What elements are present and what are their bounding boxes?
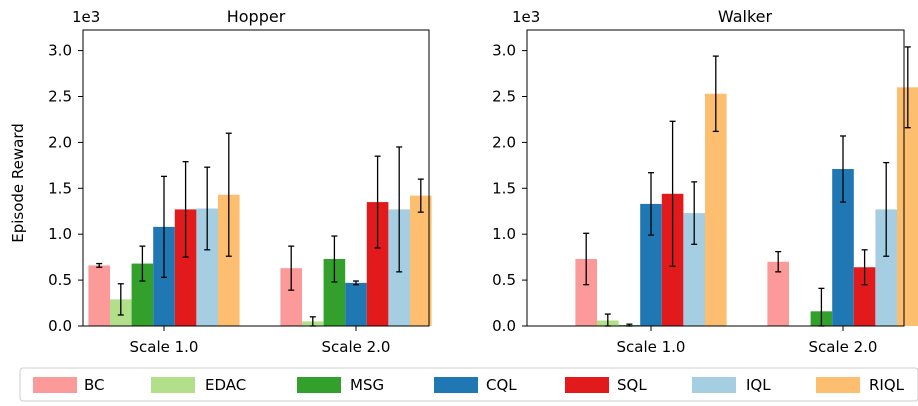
walker-error-bar-bc-0 <box>583 232 590 286</box>
walker-y-tick-label: 1.0 <box>492 225 516 243</box>
hopper-error-bar-sql-1 <box>374 155 381 249</box>
walker-error-bar-bc-1 <box>775 250 782 273</box>
hopper-bar-msg-0 <box>131 263 154 326</box>
hopper-panel: Hopper 1e3 Episode Reward Scale 1.0 Scal… <box>9 7 432 356</box>
hopper-y-tick-label: 1.0 <box>48 225 72 243</box>
legend-swatch-msg <box>297 377 341 393</box>
hopper-error-bar-msg-1 <box>331 235 338 283</box>
walker-error-bar-riql-0 <box>712 55 719 133</box>
hopper-error-bar-iql-0 <box>204 166 211 251</box>
legend-swatch-sql <box>565 377 609 393</box>
hopper-error-bar-bc-0 <box>96 262 103 268</box>
walker-y-tick-label: 3.0 <box>492 42 516 60</box>
legend-swatch-cql <box>434 377 478 393</box>
hopper-plot-frame <box>82 29 430 327</box>
walker-title: Walker <box>718 7 773 26</box>
walker-y-tick-label: 2.5 <box>492 88 516 106</box>
legend-label-sql: SQL <box>617 376 647 394</box>
walker-bar-riql-0 <box>705 93 727 326</box>
walker-bar-bc-0 <box>575 258 597 326</box>
hopper-error-bar-bc-1 <box>288 245 295 291</box>
legend-label-riql: RIQL <box>869 376 905 394</box>
legend-swatch-iql <box>692 377 736 393</box>
hopper-bar-sql-0 <box>174 209 197 326</box>
hopper-error-bar-cql-1 <box>353 280 359 286</box>
hopper-y-ticks: 0.0 0.5 1.0 1.5 2.0 2.5 3.0 <box>48 42 83 335</box>
hopper-error-bar-sql-0 <box>182 161 189 258</box>
hopper-error-bar-msg-0 <box>139 245 146 282</box>
legend-label-cql: CQL <box>486 376 517 394</box>
walker-x-tick-label-0: Scale 1.0 <box>617 338 686 356</box>
legend-label-edac: EDAC <box>205 376 246 394</box>
legend-entry-sql: SQL <box>565 376 647 394</box>
legend-entry-riql: RIQL <box>816 376 905 394</box>
walker-bar-cql-1 <box>832 169 854 326</box>
legend-entry-msg: MSG <box>297 376 384 394</box>
hopper-bar-riql-1 <box>410 195 432 326</box>
hopper-bar-msg-1 <box>323 258 346 326</box>
walker-scale-label: 1e3 <box>512 8 540 26</box>
walker-error-bar-sql-1 <box>861 249 868 286</box>
hopper-error-bar-riql-1 <box>417 178 424 213</box>
walker-y-tick-label: 1.5 <box>492 179 516 197</box>
walker-bar-cql-0 <box>640 203 662 326</box>
hopper-bar-iql-0 <box>196 208 218 326</box>
walker-bar-bc-1 <box>767 261 789 326</box>
walker-plot-frame <box>526 29 905 327</box>
walker-error-bar-cql-1 <box>840 135 846 203</box>
walker-bar-riql-1 <box>897 87 918 326</box>
legend-swatch-edac <box>151 377 195 393</box>
hopper-error-bar-iql-1 <box>396 146 403 273</box>
walker-y-ticks: 0.0 0.5 1.0 1.5 2.0 2.5 3.0 <box>492 42 527 335</box>
walker-x-tick-label-1: Scale 2.0 <box>809 338 878 356</box>
legend-entries: BC EDAC MSG CQL SQL <box>33 376 905 394</box>
walker-error-bar-riql-1 <box>904 46 911 129</box>
hopper-y-tick-label: 2.0 <box>48 133 72 151</box>
hopper-y-tick-label: 1.5 <box>48 179 72 197</box>
hopper-scale-label: 1e3 <box>72 8 100 26</box>
hopper-y-axis-label: Episode Reward <box>9 123 27 243</box>
walker-error-bar-sql-0 <box>669 120 676 267</box>
walker-bar-iql-0 <box>683 213 705 326</box>
hopper-bar-riql-0 <box>218 194 240 326</box>
legend-label-bc: BC <box>84 376 105 394</box>
hopper-x-tick-label-0: Scale 1.0 <box>130 338 199 356</box>
legend-entry-iql: IQL <box>692 376 771 394</box>
walker-error-bar-iql-1 <box>883 161 890 257</box>
hopper-bar-cql-1 <box>345 282 367 326</box>
walker-y-tick-label: 0.0 <box>492 317 516 335</box>
hopper-error-bar-riql-0 <box>225 132 232 257</box>
legend-label-msg: MSG <box>350 376 384 394</box>
legend-swatch-riql <box>816 377 860 393</box>
hopper-bar-bc-0 <box>88 265 110 326</box>
legend-entry-cql: CQL <box>434 376 517 394</box>
legend-label-iql: IQL <box>746 376 771 394</box>
walker-y-tick-label: 0.5 <box>492 271 516 289</box>
hopper-error-bar-cql-0 <box>161 175 167 278</box>
walker-panel: Walker 1e3 Scale 1.0 Scale 2.0 0.0 0.5 1… <box>492 7 918 356</box>
hopper-title: Hopper <box>227 7 286 26</box>
walker-error-bar-cql-0 <box>648 172 654 236</box>
hopper-bar-sql-1 <box>366 202 389 326</box>
walker-error-bar-iql-0 <box>691 181 698 245</box>
hopper-bars <box>88 132 432 327</box>
legend-entry-bc: BC <box>33 376 105 394</box>
legend-swatch-bc <box>33 377 77 393</box>
walker-bars <box>575 46 918 327</box>
walker-bar-iql-1 <box>875 209 897 326</box>
hopper-bar-bc-1 <box>280 268 302 326</box>
hopper-error-bar-edac-0 <box>117 283 124 316</box>
walker-y-tick-label: 2.0 <box>492 133 516 151</box>
hopper-y-tick-label: 0.5 <box>48 271 72 289</box>
hopper-y-tick-label: 2.5 <box>48 88 72 106</box>
hopper-x-tick-label-1: Scale 2.0 <box>322 338 391 356</box>
hopper-y-tick-label: 3.0 <box>48 42 72 60</box>
legend: BC EDAC MSG CQL SQL <box>19 367 918 402</box>
hopper-y-tick-label: 0.0 <box>48 317 72 335</box>
legend-entry-edac: EDAC <box>151 376 246 394</box>
walker-bar-sql-1 <box>853 267 876 326</box>
